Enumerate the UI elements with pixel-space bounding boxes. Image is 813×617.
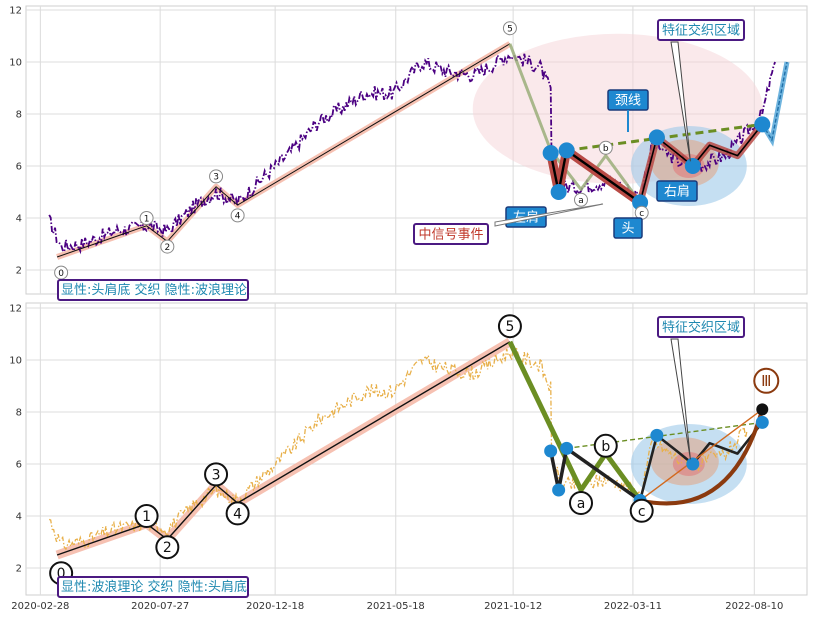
y-tick-label: 8: [16, 110, 22, 121]
right-shoulder-label: 右肩: [664, 184, 690, 200]
wave-label-circle: [209, 169, 224, 184]
wave-label-circle: [230, 208, 245, 223]
hs-point: [650, 428, 664, 442]
top-panel: 24681012012345abc特征交织区域颈线左肩头右肩中信号事件: [9, 5, 808, 295]
event-label: 中信号事件: [418, 228, 483, 243]
wave-label: a: [578, 196, 584, 206]
y-tick-label: 10: [9, 356, 22, 367]
zone-label: 特征交织区域: [662, 23, 740, 39]
hs-point: [684, 158, 701, 174]
wave-label: 0: [57, 566, 66, 582]
wave-label: b: [601, 439, 610, 455]
legend-box: [57, 279, 249, 301]
wave-label: 5: [507, 25, 513, 35]
x-tick-label: 2020-02-28: [11, 601, 69, 612]
wave-label-circle: [574, 192, 589, 207]
wave-label: 4: [233, 506, 242, 522]
y-tick-label: 6: [16, 162, 22, 173]
zone-label-box: [657, 19, 745, 41]
hs-point: [550, 184, 567, 200]
y-tick-label: 10: [9, 58, 22, 69]
zone-arrow: [670, 338, 691, 460]
wave-label-circle: [204, 462, 229, 487]
wave-label: 3: [213, 173, 219, 183]
hs-point: [544, 444, 558, 458]
corrective-wave-line: [507, 340, 643, 502]
legend-box: [57, 576, 249, 598]
y-tick-label: 2: [16, 564, 22, 575]
hs-line: [548, 446, 642, 502]
hs-point: [542, 145, 559, 161]
wave-label-circle: [593, 433, 618, 458]
x-tick-label: 2020-12-18: [246, 601, 304, 612]
event-arrow: [494, 203, 604, 227]
neckline-label: 颈线: [615, 94, 641, 109]
wave3-end-dot: [756, 403, 769, 416]
y-tick-label: 8: [16, 408, 22, 419]
x-tick-label: 2022-08-10: [725, 601, 783, 612]
zone-label-box: [657, 316, 745, 338]
wave-label-circle: [629, 498, 654, 523]
wave-label-circle: [598, 140, 613, 155]
x-tick-label: 2020-07-27: [131, 601, 189, 612]
head-label: 头: [621, 222, 634, 237]
y-tick-label: 6: [16, 460, 22, 471]
corrective-wave-line: [508, 43, 642, 204]
wave-label-circle: [225, 501, 250, 526]
wave-label-circle: [134, 504, 159, 528]
y-tick-label: 12: [9, 304, 22, 315]
wave-label: 1: [144, 214, 150, 224]
wave-label: 5: [505, 319, 514, 335]
wave-label-circle: [139, 211, 154, 225]
bottom-legend-text: 显性:波浪理论 交织 隐性:头肩底: [61, 579, 247, 595]
hs-point: [686, 457, 700, 471]
wave3-curve: [639, 408, 765, 506]
hs-point: [755, 415, 769, 429]
wave-label-circle: [155, 535, 180, 560]
wave-label: 4: [235, 212, 241, 222]
x-tick-label: 2021-05-18: [367, 601, 425, 612]
hs-point: [558, 142, 575, 159]
wave-label: a: [577, 496, 586, 512]
wave-label: 3: [212, 467, 221, 483]
y-tick-label: 12: [9, 6, 22, 17]
hs-point: [754, 116, 771, 133]
wave3-line: [639, 408, 763, 501]
wave-line: [56, 43, 511, 258]
wave-label-circle: [502, 21, 517, 36]
x-tick-label: 2022-03-11: [604, 601, 662, 612]
zone-arrow: [670, 41, 691, 162]
y-tick-label: 2: [16, 266, 22, 277]
wave-label-circle: [569, 491, 594, 515]
hs-core-line: [549, 149, 641, 204]
event-label-box: [413, 223, 489, 245]
wave-label: 2: [163, 540, 172, 556]
zone-label: 特征交织区域: [662, 320, 740, 336]
hs-point: [560, 441, 574, 455]
y-tick-label: 4: [16, 512, 22, 523]
wave-label: c: [638, 504, 646, 520]
wave-label-circle: [497, 314, 522, 339]
top-legend-text: 显性:头肩底 交织 隐性:波浪理论: [61, 282, 247, 298]
wave-label: b: [603, 144, 609, 154]
x-tick-label: 2021-10-12: [484, 601, 542, 612]
hs-point: [552, 483, 566, 497]
right-shoulder-label-box: [656, 180, 698, 202]
wave-label: 2: [164, 243, 170, 253]
y-tick-label: 4: [16, 214, 22, 225]
wave3-label-circle: [753, 367, 780, 394]
head-label-box: [613, 217, 643, 239]
wave3-label: Ⅲ: [761, 372, 771, 390]
hs-point: [648, 129, 665, 146]
wave-label: 1: [142, 509, 151, 525]
wave-label: c: [639, 209, 644, 219]
wave-label-circle: [160, 239, 175, 254]
wave-label: 0: [58, 269, 64, 279]
wave-line: [56, 341, 511, 556]
